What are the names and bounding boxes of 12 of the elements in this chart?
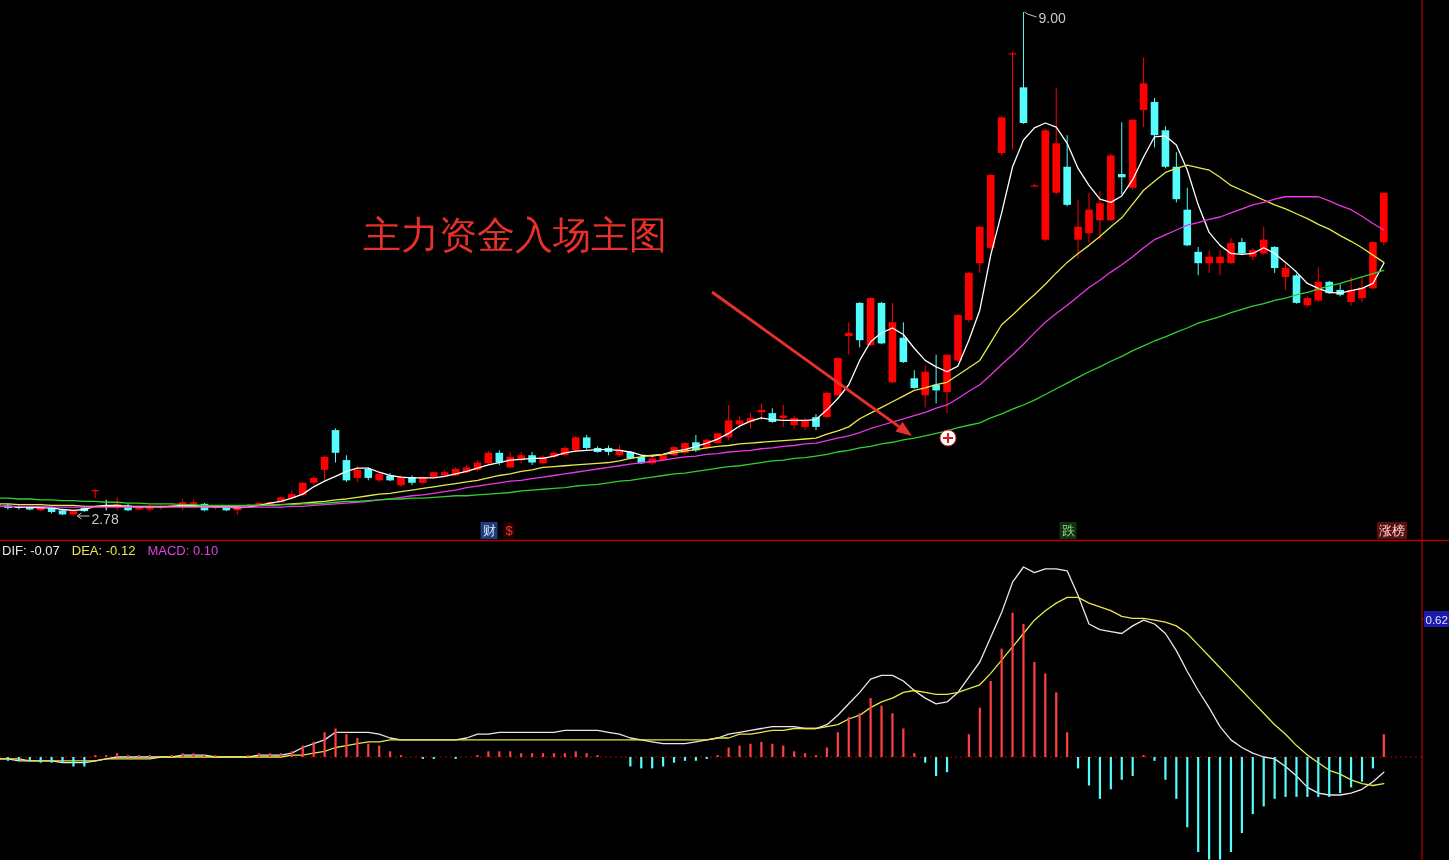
annotation: 2.78 xyxy=(91,511,119,527)
legend-label: DEA: -0.12 xyxy=(71,543,136,558)
annotation: $ xyxy=(503,522,515,539)
annotation: 9.00 xyxy=(1038,10,1066,26)
annotation: 主力资金入场主图 xyxy=(363,214,667,256)
annotation: 0.62 xyxy=(1421,611,1449,627)
annotation: 9.00 xyxy=(1024,10,1066,26)
annotation: MACD: 0.10 xyxy=(147,543,219,558)
annotation: 涨榜 xyxy=(1377,522,1407,539)
legend-label: DIF: -0.07 xyxy=(2,543,60,558)
annotation: 主力资金入场主图 xyxy=(363,214,912,436)
annotation: 2.78 xyxy=(76,511,119,527)
